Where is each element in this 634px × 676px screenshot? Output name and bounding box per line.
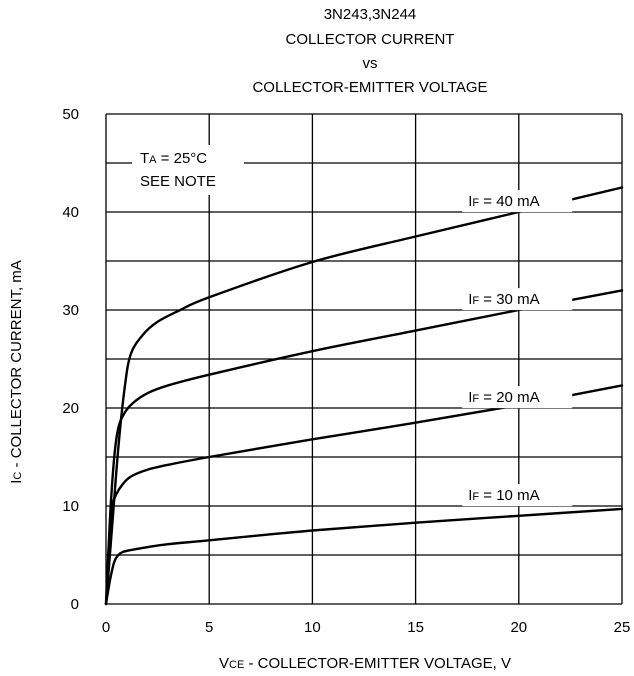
series-label-rest-3: = 30 mA	[479, 291, 539, 308]
x-axis-label-rest: - COLLECTOR-EMITTER VOLTAGE, V	[244, 655, 511, 672]
x-tick-label-5: 5	[205, 619, 213, 636]
series-label-bg-4	[462, 190, 573, 213]
series-label-3: IF = 30 mA	[468, 291, 539, 308]
y-axis-label: IC - COLLECTOR CURRENT, mA	[8, 260, 25, 484]
series-line-1	[104, 507, 624, 606]
series-label-2: IF = 20 mA	[468, 389, 539, 406]
x-tick-label-10: 10	[304, 619, 321, 636]
x-axis-label-main: V	[219, 655, 229, 672]
series-label-sub-2: F	[472, 393, 479, 405]
x-tick-label-25: 25	[614, 619, 631, 636]
chart-title: 3N243,3N244 COLLECTOR CURRENT vs COLLECT…	[252, 6, 487, 96]
series-label-main-3: I	[468, 291, 472, 308]
annotation-background	[132, 145, 244, 195]
series-label-bg-1	[462, 484, 573, 507]
series-label-bg-2	[462, 386, 573, 409]
y-tick-label-30: 30	[62, 302, 79, 319]
series-line-4	[104, 186, 624, 606]
x-axis-label-sub: CE	[229, 659, 244, 671]
series-label-main-1: I	[468, 487, 472, 504]
y-tick-label-50: 50	[62, 106, 79, 123]
title-line-1: 3N243,3N244	[324, 6, 417, 23]
y-axis-label-main: I	[8, 480, 25, 484]
series-label-bg-3	[462, 288, 573, 311]
series-label-rest-1: = 10 mA	[479, 487, 539, 504]
annotation-temp-rest: = 25°C	[157, 150, 208, 167]
annotation-temp-sub: A	[149, 154, 157, 166]
title-line-4: COLLECTOR-EMITTER VOLTAGE	[252, 79, 487, 96]
y-tick-label-20: 20	[62, 400, 79, 417]
y-tick-label-10: 10	[62, 498, 79, 515]
series-label-rest-4: = 40 mA	[479, 193, 539, 210]
series-line-2	[104, 384, 624, 606]
title-line-2: COLLECTOR CURRENT	[286, 31, 455, 48]
series-line-3	[104, 289, 624, 606]
series-label-main-2: I	[468, 389, 472, 406]
annotation-temp-main: T	[140, 150, 149, 167]
x-tick-labels: 0 5 10 15 20 25	[102, 619, 631, 636]
series-label-main-4: I	[468, 193, 472, 210]
series-label-rest-2: = 20 mA	[479, 389, 539, 406]
annotation-temperature: TA = 25°C	[140, 150, 207, 167]
title-line-3: vs	[363, 55, 378, 72]
y-axis-label-sub: C	[12, 472, 24, 480]
y-tick-label-40: 40	[62, 204, 79, 221]
annotation-note: SEE NOTE	[140, 173, 216, 190]
y-tick-labels: 0 10 20 30 40 50	[62, 106, 79, 613]
x-axis-label: VCE - COLLECTOR-EMITTER VOLTAGE, V	[219, 655, 511, 672]
series-label-1: IF = 10 mA	[468, 487, 539, 504]
curves	[104, 186, 624, 606]
x-tick-label-0: 0	[102, 619, 110, 636]
series-label-4: IF = 40 mA	[468, 193, 539, 210]
x-tick-label-15: 15	[407, 619, 424, 636]
x-tick-label-20: 20	[510, 619, 527, 636]
y-axis-label-rest: - COLLECTOR CURRENT, mA	[8, 260, 25, 471]
y-tick-label-0: 0	[71, 596, 79, 613]
series-label-sub-4: F	[472, 197, 479, 209]
series-label-sub-1: F	[472, 491, 479, 503]
series-label-sub-3: F	[472, 295, 479, 307]
